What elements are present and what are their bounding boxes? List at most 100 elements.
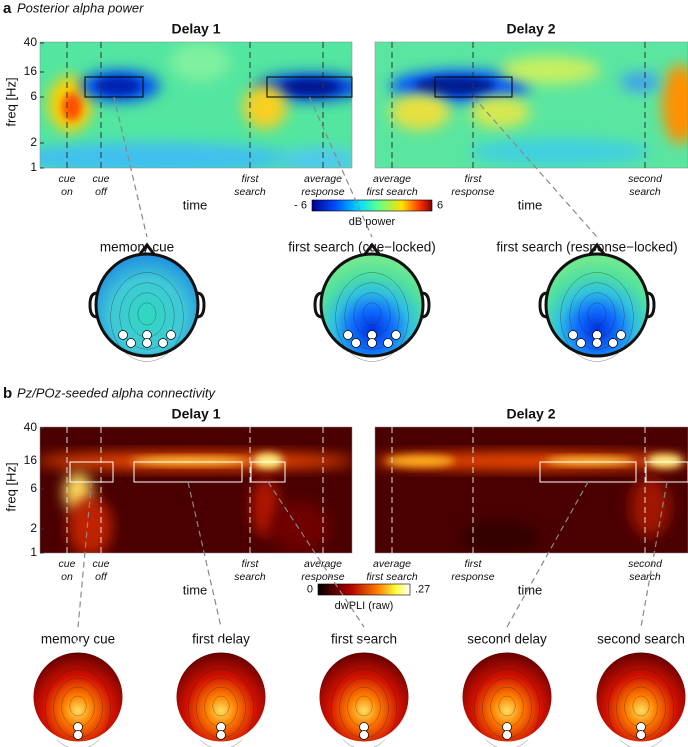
ear: [167, 683, 177, 711]
nose: [138, 242, 156, 255]
topo-contour: [212, 695, 230, 717]
topography: [24, 639, 132, 747]
topography-label: memory cue: [100, 240, 174, 255]
event-label: average: [304, 173, 342, 185]
electrode: [616, 330, 626, 340]
topography: [538, 242, 656, 362]
delay-title: Delay 2: [506, 21, 555, 37]
electrode: [391, 330, 401, 340]
topography-label: first delay: [192, 632, 250, 647]
y-tick-label: 1: [30, 545, 37, 559]
heatmap-blob: [375, 453, 688, 469]
connector: [506, 481, 589, 628]
topo-contour: [335, 272, 409, 362]
electrode: [142, 338, 152, 348]
topo-contour: [362, 302, 382, 326]
heatmap-blob: [630, 477, 670, 537]
head-outline: [593, 649, 688, 745]
panel-title: Pz/POz-seeded alpha connectivity: [17, 385, 216, 400]
connector: [187, 481, 222, 628]
heatmap-blob: [460, 522, 540, 552]
ear: [421, 291, 431, 319]
y-tick-label: 16: [24, 453, 38, 467]
heatmap-frame: [39, 41, 353, 169]
heatmap-blob: [62, 93, 82, 121]
y-tick-label: 2: [30, 521, 37, 535]
event-label: first: [242, 173, 260, 185]
panel-title: Posterior alpha power: [17, 0, 144, 15]
head-outline: [544, 252, 650, 358]
topography-label: first search (cue−locked): [288, 240, 435, 255]
y-tick-label: 2: [30, 135, 37, 149]
event-label: first search: [366, 186, 418, 198]
electrode: [126, 338, 136, 348]
event-label: response: [451, 186, 494, 198]
event-label: search: [629, 186, 661, 198]
event-label: off: [95, 571, 108, 583]
event-label: first: [465, 173, 483, 185]
topo-contour: [110, 272, 184, 362]
head-outline: [319, 252, 425, 358]
colorbar: [317, 583, 411, 596]
topo-contour: [560, 272, 634, 362]
delay-title: Delay 1: [171, 21, 220, 37]
ear: [196, 291, 206, 319]
topo-contour: [188, 668, 254, 747]
event-label: average: [373, 173, 411, 185]
heatmap-blob: [243, 85, 287, 129]
electrode: [158, 338, 168, 348]
electrode: [592, 330, 602, 340]
heatmap-blob: [647, 454, 683, 468]
delay-title: Delay 1: [171, 406, 220, 422]
colorbar-max: 6: [437, 199, 443, 211]
event-label: response: [301, 571, 344, 583]
y-axis-label: freq [Hz]: [3, 77, 18, 126]
topography-label: first search: [331, 632, 397, 647]
connector: [473, 96, 598, 238]
topography: [313, 242, 431, 362]
electrode: [576, 338, 586, 348]
nose: [69, 639, 87, 652]
x-axis-label: time: [183, 197, 208, 212]
electrode: [608, 338, 618, 348]
electrode: [118, 330, 128, 340]
head-outline: [173, 649, 269, 745]
topography-label: second search: [597, 632, 685, 647]
connector: [640, 481, 668, 628]
electrode: [592, 338, 602, 348]
electrode: [351, 338, 361, 348]
event-label: first search: [366, 571, 418, 583]
head-outline: [94, 252, 200, 358]
topo-contour: [331, 668, 397, 747]
topo-contour: [344, 282, 400, 350]
event-label: off: [95, 186, 108, 198]
topography-label: second delay: [467, 632, 547, 647]
panel-label: a: [3, 0, 12, 17]
heatmap: [375, 427, 688, 553]
event-label: second: [628, 173, 663, 185]
heatmap-frame: [374, 41, 688, 169]
electrode: [73, 730, 83, 740]
electrode: [502, 730, 512, 740]
colorbar-max: .27: [415, 583, 430, 595]
topo-contour: [587, 302, 607, 326]
colorbar-min: - 6: [294, 199, 307, 211]
topo-contour: [498, 695, 516, 717]
heatmap-blob: [68, 497, 112, 553]
ear: [88, 291, 98, 319]
heatmap-blob: [170, 42, 230, 82]
head-outline: [316, 649, 412, 745]
colorbar: [311, 199, 433, 212]
event-label: cue: [59, 173, 76, 185]
event-label: on: [61, 186, 73, 198]
electrode: [166, 330, 176, 340]
y-tick-label: 40: [24, 420, 38, 434]
electrode: [367, 330, 377, 340]
event-label: first: [465, 558, 483, 570]
heatmap: [375, 42, 688, 168]
topo-map: [319, 652, 409, 742]
nose: [632, 639, 650, 652]
topo-map: [33, 652, 123, 742]
ear: [310, 683, 320, 711]
